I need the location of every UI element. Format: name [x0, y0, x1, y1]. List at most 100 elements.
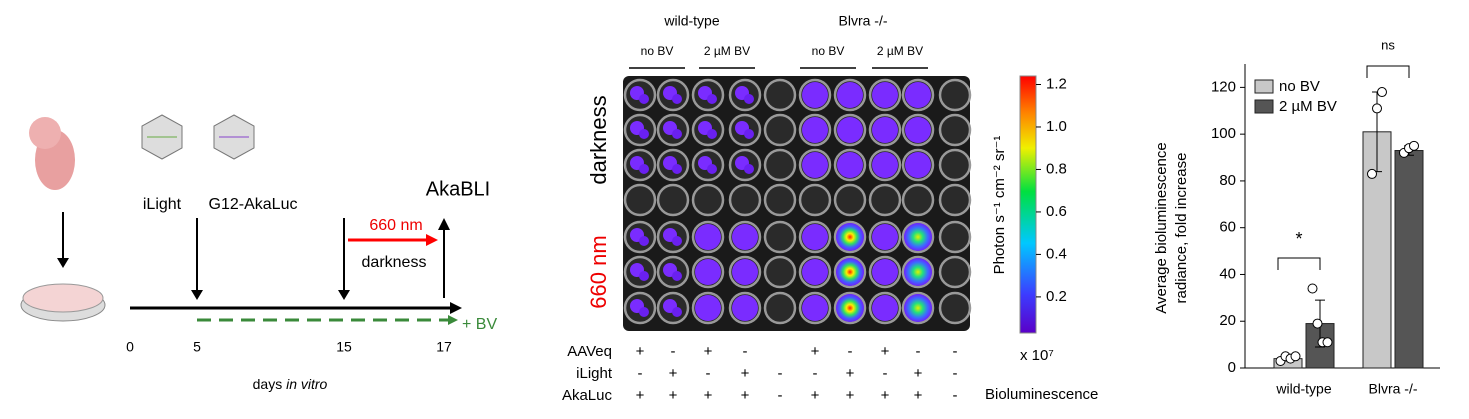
condition-label: no BV	[641, 44, 674, 58]
well	[868, 183, 902, 217]
y-tick-label: 80	[1219, 172, 1236, 189]
condition-label: no BV	[812, 44, 845, 58]
well	[833, 183, 867, 217]
sign: -	[778, 365, 783, 382]
legend-label: 2 µM BV	[1279, 98, 1337, 115]
well-signal	[802, 295, 828, 321]
well-signal	[639, 271, 649, 281]
dark-label: darkness	[362, 254, 427, 271]
readout-label: AkaBLI	[426, 178, 490, 200]
well	[763, 220, 797, 254]
y-tick-label: 60	[1219, 219, 1236, 236]
data-point	[1290, 351, 1301, 362]
well-signal	[672, 129, 682, 139]
arrowhead	[438, 218, 450, 230]
day-label: 17	[436, 339, 452, 355]
data-point	[1372, 103, 1382, 114]
row-name: AkaLuc	[562, 387, 613, 404]
sign: -	[953, 387, 958, 404]
arrowhead	[450, 302, 462, 314]
well	[728, 183, 762, 217]
well	[938, 220, 972, 254]
group-label: Blvra -/-	[839, 13, 888, 29]
condition-label: 2 µM BV	[704, 44, 750, 58]
sign: +	[914, 387, 923, 404]
bar	[1394, 150, 1424, 369]
well-signal	[744, 164, 754, 174]
y-tick-label: 40	[1219, 265, 1236, 282]
well	[763, 148, 797, 182]
significance-bracket	[1277, 257, 1321, 270]
well-signal	[872, 152, 898, 178]
well	[901, 183, 935, 217]
well-signal	[695, 295, 721, 321]
sign: +	[669, 387, 678, 404]
sign: +	[914, 365, 923, 382]
row-label: darkness	[586, 95, 611, 184]
sign: -	[778, 387, 783, 404]
colorbar-label: Photon s⁻¹ cm⁻² sr⁻¹	[991, 136, 1008, 275]
well-signal	[672, 164, 682, 174]
legend-swatch	[1254, 79, 1274, 94]
row-label: 660 nm	[586, 235, 611, 308]
well-signal	[837, 152, 863, 178]
day-label: 15	[336, 339, 352, 355]
virus-icon	[213, 114, 255, 160]
sign: +	[881, 343, 890, 360]
well-signal	[639, 307, 649, 317]
well-signal	[802, 224, 828, 250]
well	[938, 183, 972, 217]
well-signal	[639, 236, 649, 246]
well-signal	[837, 117, 863, 143]
significance-label: *	[1295, 229, 1302, 249]
y-tick-label: 120	[1211, 78, 1236, 95]
significance-label: ns	[1381, 37, 1395, 52]
well-signal	[639, 94, 649, 104]
well-signal	[732, 259, 758, 285]
x-tick-label: wild-type	[1275, 381, 1331, 397]
colorbar-scale: x 10⁷	[1020, 347, 1054, 364]
legend-label: no BV	[1279, 78, 1320, 95]
well-signal	[802, 117, 828, 143]
colorbar	[1019, 75, 1037, 334]
well-signal	[672, 236, 682, 246]
well-signal	[905, 117, 931, 143]
sign: -	[883, 365, 888, 382]
readout-label: Bioluminescence	[985, 386, 1098, 403]
well-signal	[707, 164, 717, 174]
well-signal	[836, 294, 864, 322]
arrowhead	[426, 234, 438, 246]
well-signal	[836, 258, 864, 286]
day-label: 0	[126, 339, 134, 355]
sign: +	[704, 343, 713, 360]
data-point	[1307, 283, 1318, 294]
arrowhead	[448, 315, 458, 325]
well	[763, 183, 797, 217]
sign: -	[813, 365, 818, 382]
sign: -	[916, 343, 921, 360]
well-signal	[872, 224, 898, 250]
row-name: AAVeq	[567, 343, 612, 360]
sign: +	[811, 387, 820, 404]
well-signal	[672, 307, 682, 317]
data-point	[1322, 337, 1333, 348]
colorbar-tick-label: 0.8	[1046, 160, 1067, 177]
well-signal	[802, 152, 828, 178]
sign: +	[741, 365, 750, 382]
row-name: iLight	[576, 365, 613, 382]
data-point	[1409, 140, 1419, 151]
arrowhead	[57, 258, 69, 268]
well-signal	[837, 82, 863, 108]
sign: +	[636, 343, 645, 360]
y-axis-label: radiance, fold increase	[1173, 153, 1190, 304]
time-axis-label: days in vitro	[253, 376, 328, 392]
well-signal	[904, 258, 932, 286]
well-signal	[672, 271, 682, 281]
y-axis-label: Average bioluminescence	[1153, 142, 1170, 314]
sign: -	[743, 343, 748, 360]
sign: +	[846, 387, 855, 404]
label-part: days	[253, 376, 286, 392]
well-signal	[904, 294, 932, 322]
group-label: wild-type	[663, 13, 719, 29]
